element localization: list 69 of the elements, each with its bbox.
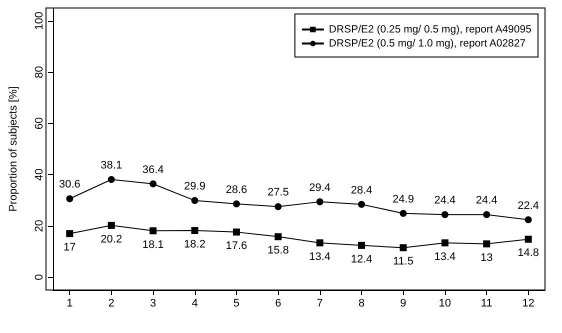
y-tick-label: 60: [34, 117, 46, 130]
point: [358, 200, 366, 208]
y-tick-label: 0: [34, 274, 46, 280]
x-tick-label: 5: [233, 298, 240, 310]
point: [316, 198, 324, 206]
point: [316, 239, 324, 246]
data-label: 11.5: [392, 256, 414, 268]
data-label: 13: [480, 252, 493, 264]
x-tick-label: 9: [400, 298, 406, 310]
data-label: 24.4: [434, 194, 456, 207]
data-label: 36.4: [142, 164, 164, 176]
data-label: 28.4: [350, 184, 372, 196]
data-label: 17: [64, 242, 76, 254]
legend-label: DRSP/E2 (0.25 mg/ 0.5 mg), report A49095: [328, 24, 532, 36]
legend-label: DRSP/E2 (0.5 mg/ 1.0 mg), report A02827: [328, 38, 526, 50]
data-label: 13.4: [434, 250, 456, 263]
data-label: 27.5: [267, 186, 289, 199]
x-tick-label: 8: [358, 298, 365, 310]
data-label: 24.9: [392, 193, 414, 206]
x-tick-label: 7: [316, 298, 323, 310]
point: [108, 176, 115, 184]
point: [358, 242, 366, 249]
point: [150, 227, 157, 234]
y-axis-title: Proportion of subjects [%]: [8, 86, 20, 212]
point: [274, 203, 282, 210]
point: [274, 233, 282, 240]
x-tick-label: 2: [108, 298, 114, 310]
point: [232, 228, 240, 236]
x-tick-label: 6: [275, 298, 282, 310]
data-label: 22.4: [518, 200, 540, 212]
data-label: 29.4: [309, 182, 331, 194]
y-tick-label: 100: [34, 12, 46, 30]
x-tick-label: 11: [480, 298, 492, 310]
x-tick-label: 12: [522, 298, 534, 310]
point: [66, 230, 74, 238]
x-tick-label: 10: [438, 298, 452, 310]
point: [483, 211, 490, 218]
data-label: 29.9: [184, 180, 206, 193]
point: [191, 197, 198, 204]
point: [400, 244, 407, 252]
x-tick-label: 4: [192, 298, 198, 310]
point: [524, 216, 532, 224]
point: [441, 211, 448, 218]
data-label: 14.8: [518, 247, 540, 260]
data-label: 20.2: [100, 233, 122, 246]
data-label: 13.4: [309, 250, 331, 263]
point: [191, 227, 198, 234]
x-tick-label: 1: [66, 298, 73, 310]
point: [524, 236, 532, 243]
point: [66, 195, 74, 202]
data-label: 18.1: [142, 238, 164, 251]
point: [441, 239, 448, 246]
data-label: 30.6: [58, 178, 80, 191]
y-tick-label: 40: [34, 168, 46, 181]
data-label: 24.4: [476, 194, 498, 207]
point: [400, 210, 407, 217]
data-label: 15.8: [267, 244, 289, 257]
data-label: 17.6: [226, 240, 248, 252]
data-label: 18.2: [184, 238, 206, 251]
data-label: 12.4: [350, 253, 372, 266]
point: [483, 240, 490, 248]
x-tick-label: 3: [150, 298, 156, 310]
point: [232, 200, 240, 208]
point: [108, 222, 115, 229]
point: [150, 180, 157, 188]
data-label: 38.1: [100, 160, 122, 172]
y-tick-label: 80: [34, 66, 46, 78]
y-tick-label: 20: [34, 220, 46, 232]
data-label: 28.6: [226, 184, 248, 196]
